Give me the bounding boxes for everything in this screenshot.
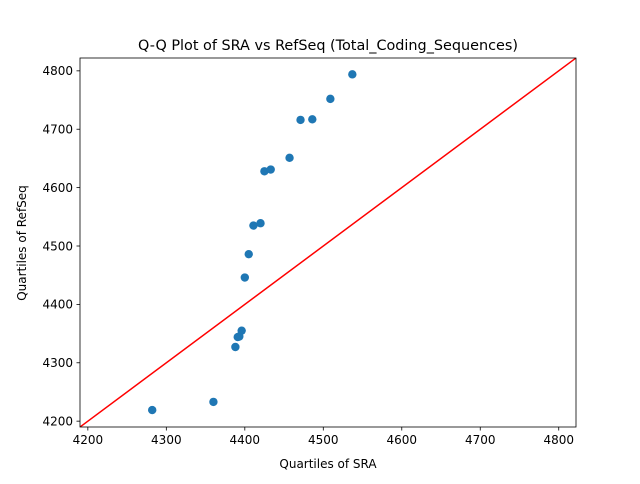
data-point-14: [296, 115, 305, 125]
data-point-6: [237, 326, 246, 335]
x-axis-label: Quartiles of SRA: [279, 457, 377, 471]
data-point-15: [308, 115, 317, 124]
x-tick-label-4800: 4800: [543, 433, 574, 447]
data-point-3: [231, 342, 240, 352]
y-tick-label-4400: 4400: [42, 298, 73, 312]
plot-area: 4200 4300 4400 4500 4600 4700 4800 4200 4300 4400…: [42, 57, 577, 447]
y-tick-label-4700: 4700: [42, 123, 73, 137]
data-point-13: [285, 153, 294, 163]
reference-line: [80, 58, 576, 427]
chart-title: Q-Q Plot of SRA vs RefSeq (Total_Coding_…: [138, 38, 518, 54]
x-tick-label-4300: 4300: [151, 433, 182, 447]
x-tick-label-4500: 4500: [308, 433, 339, 447]
y-axis-label: Quartiles of RefSeq: [15, 185, 29, 301]
data-point-12: [266, 165, 275, 174]
data-point-2: [209, 397, 218, 407]
y-tick-label-4800: 4800: [42, 64, 73, 78]
data-point-16: [326, 94, 335, 104]
x-tick-label-4400: 4400: [230, 433, 261, 447]
x-tick-label-4700: 4700: [465, 433, 496, 447]
data-point-9: [249, 221, 258, 230]
y-tick-label-4300: 4300: [42, 356, 73, 370]
data-point-8: [244, 249, 253, 259]
y-tick-label-4500: 4500: [42, 239, 73, 253]
y-tick-label-4200: 4200: [42, 414, 73, 428]
x-tick-label-4200: 4200: [73, 433, 104, 447]
y-tick-label-4600: 4600: [42, 181, 73, 195]
data-point-1: [148, 405, 157, 415]
data-point-10: [256, 219, 265, 228]
axes-frame: [79, 57, 577, 428]
data-point-7: [240, 273, 250, 282]
data-point-17: [348, 70, 357, 79]
x-tick-label-4600: 4600: [386, 433, 417, 447]
